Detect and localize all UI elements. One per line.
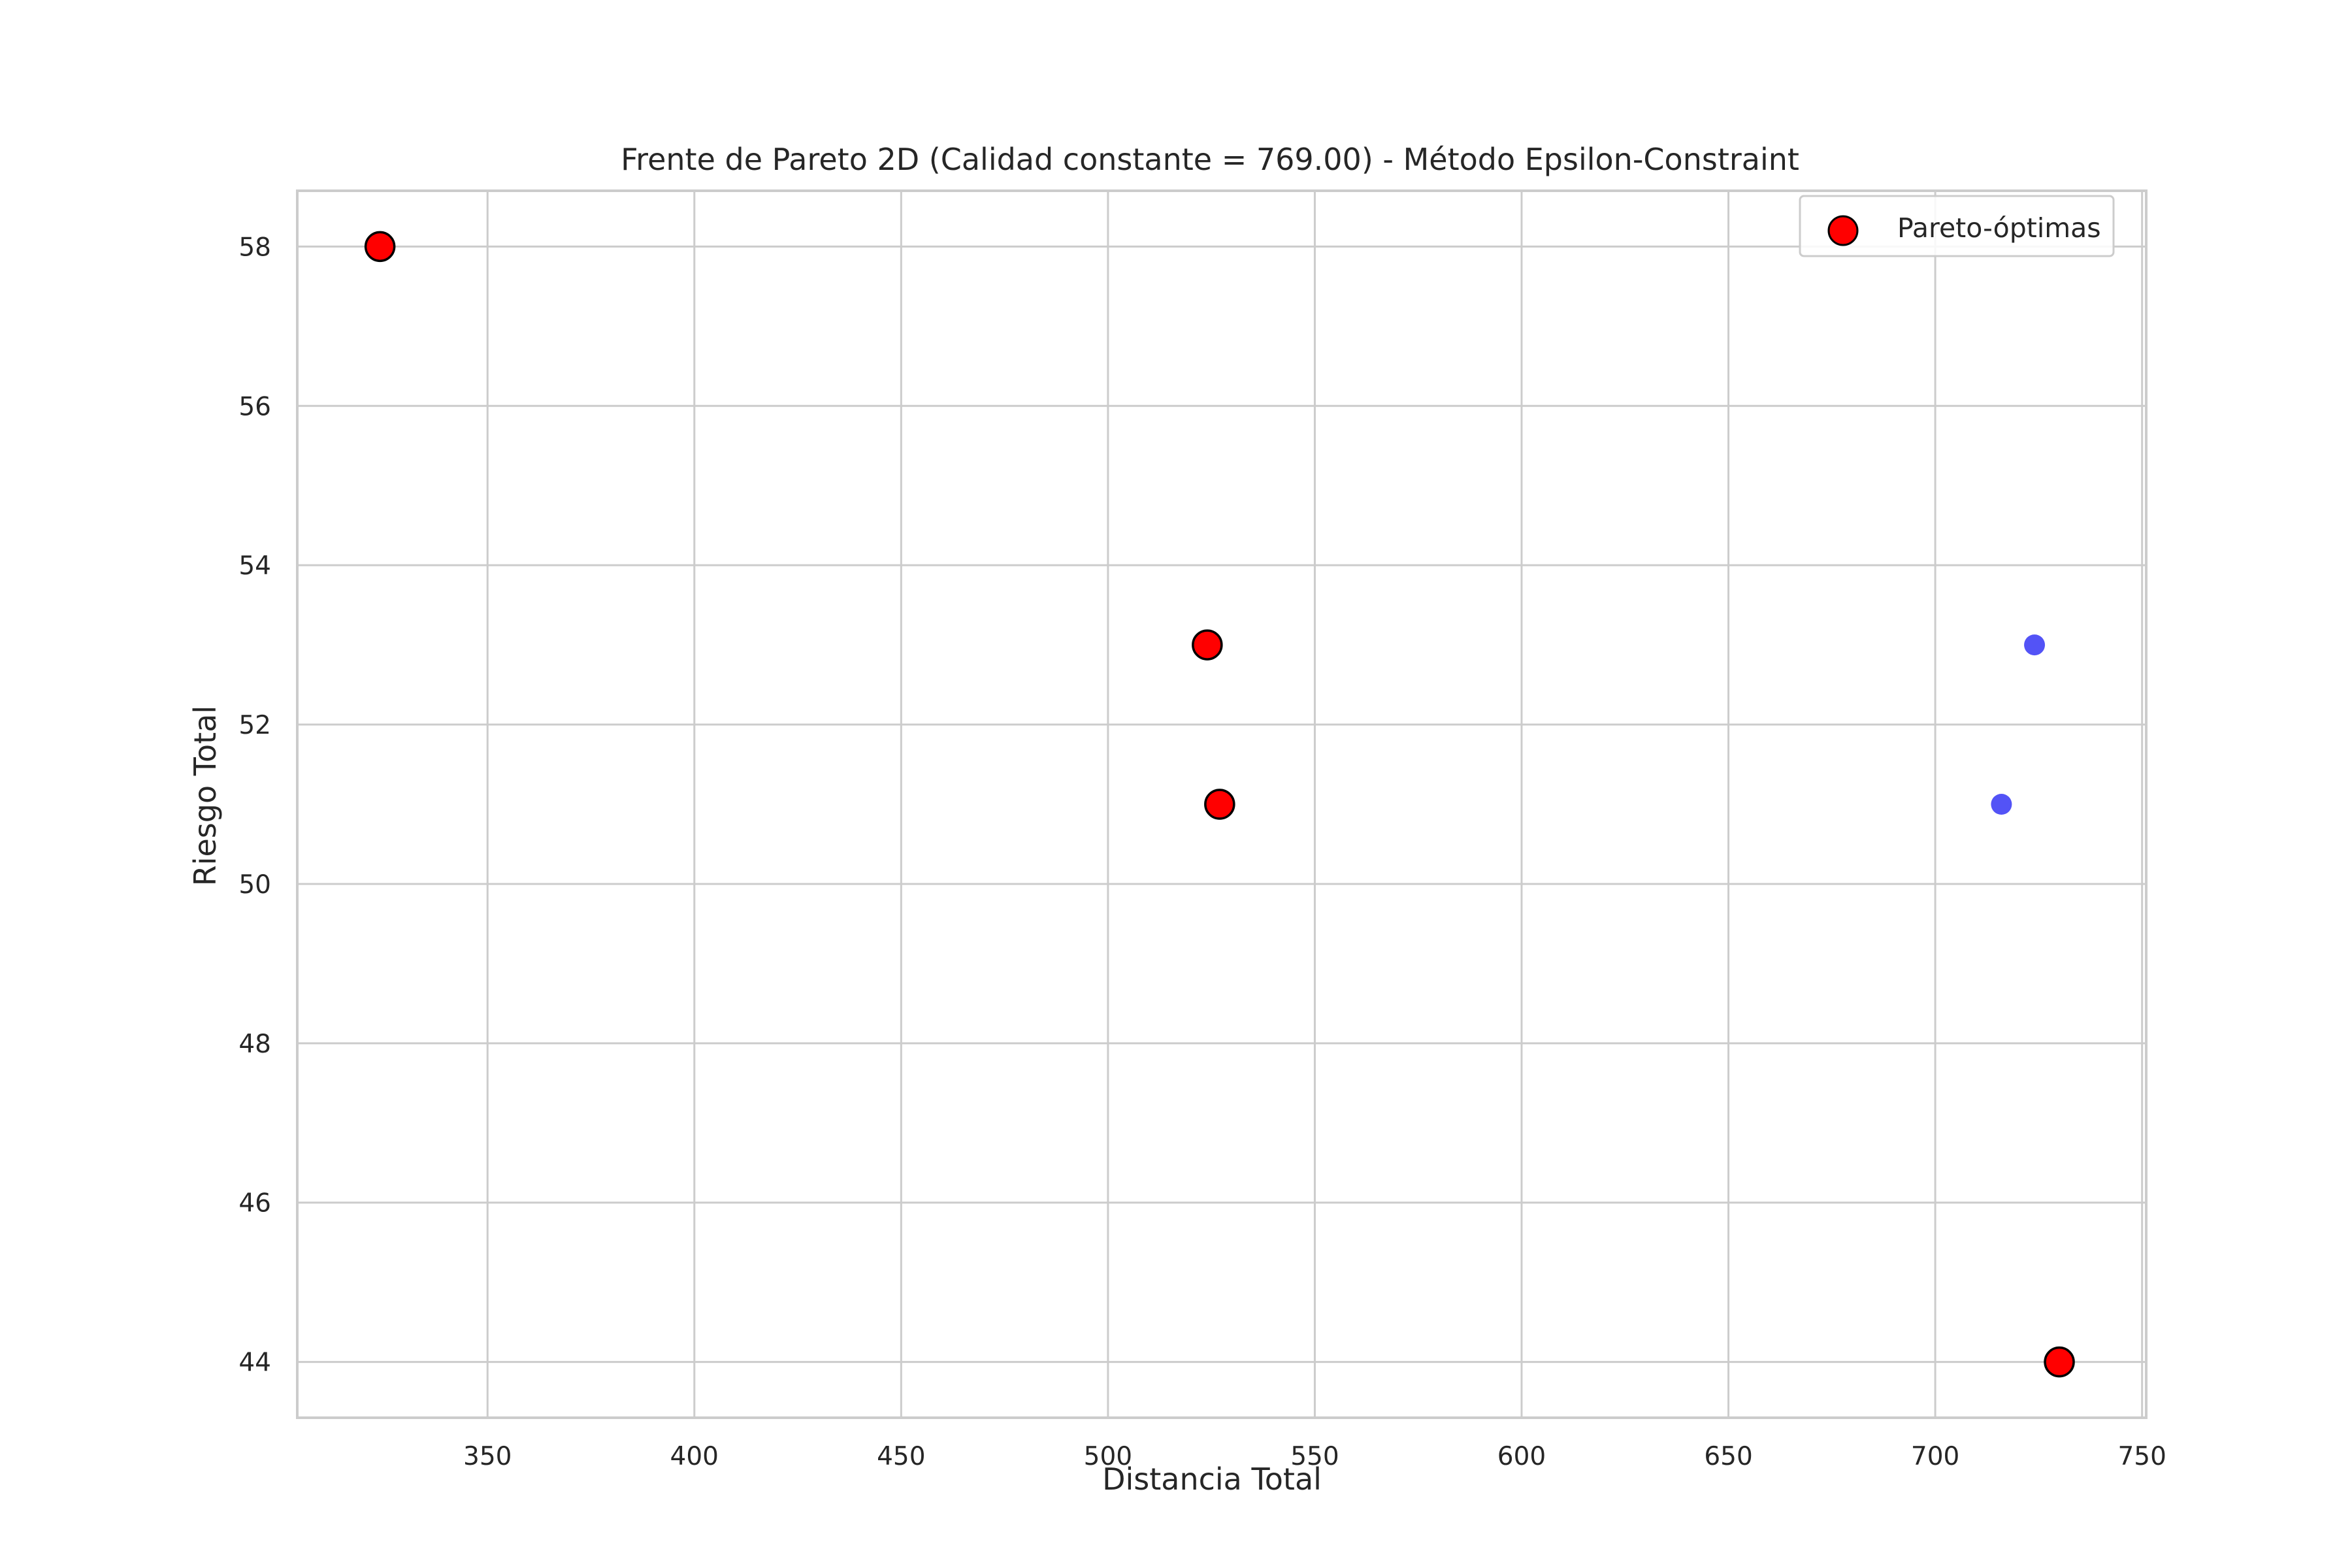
legend: Pareto-óptimas <box>1799 195 2115 257</box>
y-tick-label: 52 <box>238 711 271 740</box>
x-tick-label: 650 <box>1704 1442 1752 1471</box>
x-tick-label: 350 <box>463 1442 512 1471</box>
x-tick-label: 500 <box>1084 1442 1132 1471</box>
chart-title: Frente de Pareto 2D (Calidad constante =… <box>621 142 1799 177</box>
dominated-point <box>1991 794 2012 815</box>
y-tick-label: 44 <box>238 1348 271 1378</box>
legend-marker-pareto <box>1827 215 1859 246</box>
pareto-point <box>1204 789 1235 820</box>
y-tick-label: 58 <box>238 233 271 262</box>
y-tick-label: 54 <box>238 551 271 581</box>
x-axis-label: Distancia Total <box>1102 1462 1322 1497</box>
x-tick-label: 750 <box>2117 1442 2166 1471</box>
pareto-point <box>1192 629 1223 661</box>
y-axis-label: Riesgo Total <box>188 706 223 886</box>
y-tick-label: 46 <box>238 1189 271 1218</box>
plot-frame <box>296 189 2148 1419</box>
x-tick-label: 550 <box>1290 1442 1339 1471</box>
x-tick-label: 600 <box>1497 1442 1546 1471</box>
y-tick-label: 48 <box>238 1030 271 1059</box>
legend-label-pareto: Pareto-óptimas <box>1897 212 2101 244</box>
x-tick-label: 400 <box>670 1442 719 1471</box>
x-tick-labels: 350 400 450 500 550 600 650 700 750 <box>463 1442 2166 1471</box>
x-tick-label: 700 <box>1911 1442 1959 1471</box>
data-points <box>364 231 2075 1378</box>
dominated-point <box>2024 634 2046 656</box>
grid <box>297 191 2146 1418</box>
legend-box <box>1799 195 2115 257</box>
pareto-point <box>364 231 396 263</box>
x-tick-label: 450 <box>877 1442 925 1471</box>
y-tick-label: 50 <box>238 870 271 900</box>
y-tick-label: 56 <box>238 392 271 421</box>
pareto-point <box>2044 1346 2075 1378</box>
y-tick-labels: 44 46 48 50 52 54 56 58 <box>238 233 271 1377</box>
